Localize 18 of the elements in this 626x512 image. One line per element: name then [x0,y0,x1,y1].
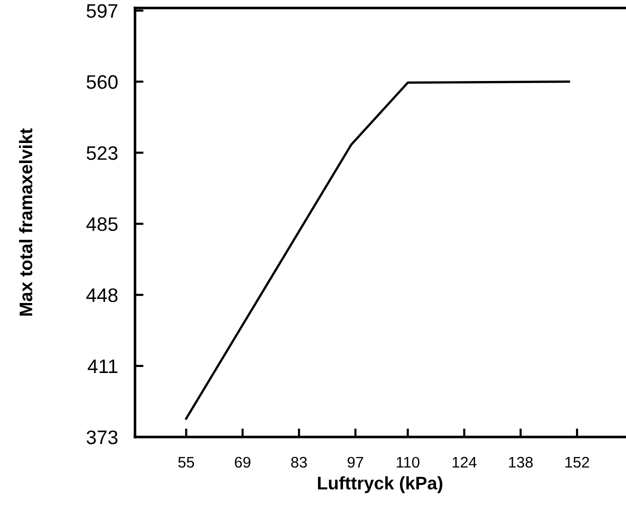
y-tick-label: 373 [86,430,118,444]
x-tick-label: 55 [178,457,194,468]
x-tick-label: 110 [396,456,420,468]
x-axis-title: Lufttryck (kPa) [318,476,442,494]
line-series [185,80,570,420]
y-tick-label: 411 [88,360,118,373]
y-axis-title: Max total framaxelvikt [19,128,32,316]
y-tick-label: 448 [86,288,118,302]
y-tick-label: 523 [86,146,118,160]
x-tick-label: 124 [452,456,477,468]
y-tick-label: 560 [86,75,118,89]
x-tick-label: 69 [234,456,250,468]
x-tick-label: 97 [348,456,364,468]
y-tick-label: 597 [86,4,118,18]
x-tick-label: 83 [291,456,307,468]
x-tick-label: 152 [565,456,590,468]
y-tick-label: 485 [86,217,118,232]
x-tick-label: 138 [509,456,533,468]
